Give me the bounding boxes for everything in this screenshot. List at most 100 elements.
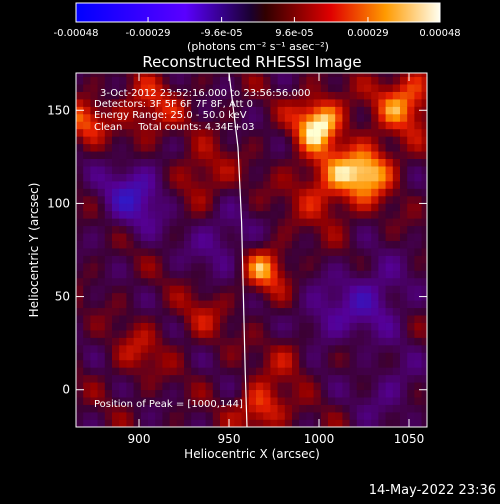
heatmap-cell	[421, 166, 427, 174]
heatmap-cell	[313, 91, 322, 100]
heatmap-cell	[162, 352, 170, 361]
heatmap-cell	[76, 113, 84, 122]
heatmap-cell	[162, 345, 170, 353]
heatmap-cell	[299, 113, 307, 122]
heatmap-cell	[126, 128, 134, 137]
heatmap-cell	[248, 143, 257, 152]
heatmap-cell	[169, 158, 178, 167]
heatmap-cell	[227, 374, 235, 383]
heatmap-cell	[349, 300, 358, 309]
heatmap-cell	[97, 270, 106, 279]
heatmap-cell	[392, 240, 401, 249]
heatmap-cell	[400, 113, 408, 122]
heatmap-cell	[364, 188, 372, 197]
heatmap-cell	[169, 181, 178, 189]
heatmap-cell	[241, 210, 250, 219]
heatmap-cell	[212, 292, 221, 301]
heatmap-cell	[392, 166, 401, 174]
heatmap-cell	[407, 315, 415, 323]
heatmap-cell	[191, 173, 199, 182]
heatmap-cell	[421, 307, 427, 316]
heatmap-cell	[97, 203, 106, 212]
heatmap-cell	[112, 210, 120, 219]
heatmap-cell	[371, 195, 379, 204]
heatmap-cell	[349, 359, 358, 368]
heatmap-cell	[155, 367, 163, 376]
heatmap-cell	[76, 84, 84, 92]
heatmap-cell	[306, 359, 314, 368]
heatmap-cell	[385, 337, 394, 346]
heatmap-cell	[364, 270, 372, 279]
heatmap-cell	[371, 240, 379, 249]
heatmap-cell	[292, 143, 300, 152]
heatmap-cell	[356, 330, 365, 338]
heatmap-cell	[256, 352, 264, 361]
heatmap-cell	[148, 359, 156, 368]
heatmap-cell	[97, 263, 106, 271]
heatmap-cell	[378, 121, 386, 130]
heatmap-cell	[104, 210, 113, 219]
heatmap-cell	[248, 188, 257, 197]
heatmap-cell	[155, 121, 163, 130]
heatmap-cell	[148, 307, 156, 316]
heatmap-cell	[349, 233, 358, 241]
heatmap-cell	[356, 337, 365, 346]
heatmap-cell	[277, 91, 286, 100]
heatmap-cell	[184, 210, 192, 219]
heatmap-cell	[220, 113, 228, 122]
heatmap-cell	[205, 113, 214, 122]
heatmap-cell	[335, 84, 343, 92]
heatmap-cell	[277, 367, 286, 376]
heatmap-cell	[212, 404, 221, 413]
heatmap-cell	[306, 91, 314, 100]
heatmap-cell	[371, 248, 379, 256]
heatmap-cell	[205, 322, 214, 331]
heatmap-cell	[313, 158, 322, 167]
heatmap-cell	[335, 240, 343, 249]
heatmap-cell	[119, 203, 127, 212]
heatmap-cell	[320, 113, 329, 122]
heatmap-cell	[97, 397, 106, 405]
heatmap-cell	[349, 322, 358, 331]
heatmap-cell	[306, 158, 314, 167]
heatmap-cell	[385, 352, 394, 361]
heatmap-cell	[284, 136, 293, 145]
heatmap-cell	[220, 397, 228, 405]
heatmap-cell	[392, 292, 401, 301]
heatmap-cell	[356, 195, 365, 204]
heatmap-cell	[414, 84, 422, 92]
heatmap-cell	[90, 225, 98, 234]
heatmap-cell	[263, 255, 271, 264]
colorbar-frame	[75, 2, 441, 23]
heatmap-cell	[335, 143, 343, 152]
heatmap-cell	[191, 248, 199, 256]
heatmap-cell	[306, 143, 314, 152]
heatmap-cell	[97, 113, 106, 122]
heatmap-cell	[392, 419, 401, 427]
annotation-clean-counts: Clean Total counts: 4.34E+03	[94, 122, 254, 133]
heatmap-cell	[198, 255, 206, 264]
heatmap-cell	[421, 218, 427, 227]
heatmap-cell	[400, 166, 408, 174]
heatmap-cell	[212, 136, 221, 145]
colorbar-tick-label: 0.00029	[347, 28, 388, 39]
heatmap-cell	[227, 240, 235, 249]
heatmap-cell	[176, 203, 185, 212]
heatmap-cell	[234, 113, 242, 122]
heatmap-cell	[176, 218, 185, 227]
heatmap-cell	[205, 367, 214, 376]
heatmap-cell	[400, 315, 408, 323]
heatmap-cell	[227, 277, 235, 286]
heatmap-cell	[349, 374, 358, 383]
heatmap-cell	[256, 91, 264, 100]
heatmap-cell	[407, 84, 415, 92]
heatmap-cell	[248, 73, 257, 78]
heatmap-cell	[356, 263, 365, 271]
heatmap-cell	[263, 84, 271, 92]
heatmap-cell	[126, 374, 134, 383]
heatmap-cell	[371, 91, 379, 100]
heatmap-cell	[356, 99, 365, 107]
heatmap-cell	[400, 397, 408, 405]
heatmap-cell	[313, 292, 322, 301]
heatmap-cell	[234, 412, 242, 420]
